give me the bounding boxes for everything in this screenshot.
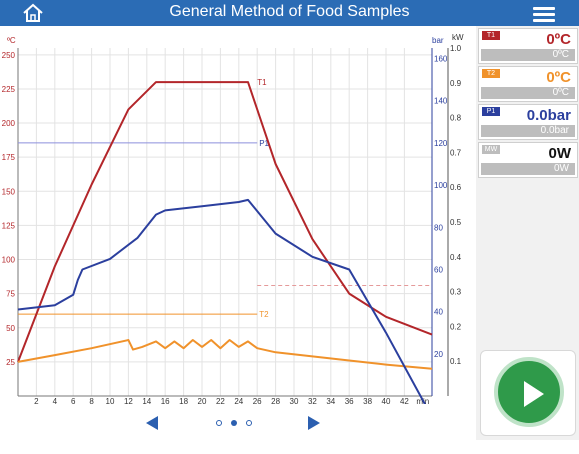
play-panel bbox=[480, 350, 576, 436]
sensor-card-t2: T2 0ºC 0ºC bbox=[478, 66, 578, 102]
y-tick-label-kw: 0.1 bbox=[450, 357, 462, 366]
y-tick-label-bar: 80 bbox=[434, 223, 443, 232]
reference-line-label: P1 bbox=[259, 139, 269, 148]
y-tick-label-left: 225 bbox=[2, 85, 16, 94]
sensor-tag: P1 bbox=[482, 107, 500, 116]
x-tick-label: 30 bbox=[290, 397, 299, 404]
x-tick-label: 24 bbox=[234, 397, 243, 404]
x-tick-label: 26 bbox=[253, 397, 262, 404]
sensor-value: 0ºC bbox=[546, 31, 571, 48]
page-dot-2[interactable] bbox=[231, 420, 237, 426]
x-tick-label: 18 bbox=[179, 397, 188, 404]
x-tick-label: 14 bbox=[142, 397, 151, 404]
x-tick-label: 16 bbox=[161, 397, 170, 404]
x-tick-label: 2 bbox=[34, 397, 39, 404]
sensor-value: 0.0bar bbox=[526, 107, 571, 124]
x-tick-label: 34 bbox=[326, 397, 335, 404]
header-bar: General Method of Food Samples bbox=[0, 0, 579, 26]
page-dot-3[interactable] bbox=[246, 420, 252, 426]
y-axis-label-kw: kW bbox=[452, 33, 464, 42]
series-label-t1: T1 bbox=[257, 78, 267, 87]
sensor-card-mw: MW 0W 0W bbox=[478, 142, 578, 178]
play-button[interactable] bbox=[494, 357, 564, 427]
menu-icon[interactable] bbox=[533, 4, 555, 22]
temperature-pressure-chart: 255075100125150175200225250ºC20406080100… bbox=[2, 33, 464, 404]
y-tick-label-kw: 0.2 bbox=[450, 322, 462, 331]
x-tick-label: 32 bbox=[308, 397, 317, 404]
sensor-subvalue: 0.0bar bbox=[481, 125, 575, 137]
x-tick-label: 36 bbox=[345, 397, 354, 404]
y-tick-label-kw: 0.4 bbox=[450, 253, 462, 262]
sensor-subvalue: 0ºC bbox=[481, 87, 575, 99]
y-tick-label-left: 200 bbox=[2, 119, 16, 128]
x-tick-label: 20 bbox=[198, 397, 207, 404]
y-tick-label-bar: 60 bbox=[434, 265, 443, 274]
y-tick-label-bar: 160 bbox=[434, 55, 448, 64]
series-line-t2 bbox=[17, 339, 433, 370]
play-icon bbox=[524, 381, 544, 407]
x-tick-label: 6 bbox=[71, 397, 76, 404]
y-tick-label-left: 250 bbox=[2, 51, 16, 60]
sensor-tag: MW bbox=[482, 145, 500, 154]
y-tick-label-left: 125 bbox=[2, 221, 16, 230]
sensor-value: 0W bbox=[548, 145, 572, 162]
x-tick-label: 22 bbox=[216, 397, 225, 404]
y-tick-label-bar: 100 bbox=[434, 181, 448, 190]
sensor-subvalue: 0ºC bbox=[481, 49, 575, 61]
y-tick-label-kw: 0.7 bbox=[450, 148, 462, 157]
series-line-t1 bbox=[17, 81, 433, 363]
x-tick-label: 40 bbox=[382, 397, 391, 404]
y-tick-label-left: 25 bbox=[6, 358, 15, 367]
previous-page-arrow-icon[interactable] bbox=[146, 416, 158, 430]
y-tick-label-kw: 0.3 bbox=[450, 288, 462, 297]
y-tick-label-kw: 0.6 bbox=[450, 183, 462, 192]
reference-line-label: T2 bbox=[259, 310, 269, 319]
sensor-card-t1: T1 0ºC 0ºC bbox=[478, 28, 578, 64]
y-tick-label-left: 50 bbox=[6, 324, 15, 333]
y-tick-label-kw: 0.9 bbox=[450, 79, 462, 88]
y-tick-label-left: 150 bbox=[2, 187, 16, 196]
y-tick-label-left: 100 bbox=[2, 256, 16, 265]
page-title: General Method of Food Samples bbox=[169, 3, 410, 20]
y-tick-label-bar: 120 bbox=[434, 139, 448, 148]
x-tick-label: 28 bbox=[271, 397, 280, 404]
y-axis-label-bar: bar bbox=[432, 36, 444, 45]
sensor-tag: T1 bbox=[482, 31, 500, 40]
y-axis-label-left: ºC bbox=[7, 36, 16, 45]
x-tick-label: 38 bbox=[363, 397, 372, 404]
y-tick-label-kw: 0.8 bbox=[450, 114, 462, 123]
y-tick-label-bar: 20 bbox=[434, 350, 443, 359]
y-tick-label-bar: 40 bbox=[434, 308, 443, 317]
y-tick-label-left: 175 bbox=[2, 153, 16, 162]
x-tick-label: 10 bbox=[106, 397, 115, 404]
next-page-arrow-icon[interactable] bbox=[308, 416, 320, 430]
sensor-tag: T2 bbox=[482, 69, 500, 78]
x-tick-label: 12 bbox=[124, 397, 133, 404]
x-tick-label: 42 bbox=[400, 397, 409, 404]
sensor-value: 0ºC bbox=[546, 69, 571, 86]
y-tick-label-left: 75 bbox=[6, 290, 15, 299]
sensor-card-p1: P1 0.0bar 0.0bar bbox=[478, 104, 578, 140]
series-line-p1 bbox=[17, 198, 426, 404]
sensor-subvalue: 0W bbox=[481, 163, 575, 175]
y-tick-label-bar: 140 bbox=[434, 97, 448, 106]
x-tick-label: 8 bbox=[89, 397, 94, 404]
x-tick-label: 4 bbox=[53, 397, 58, 404]
page-navigation bbox=[0, 410, 472, 434]
page-dot-1[interactable] bbox=[216, 420, 222, 426]
y-tick-label-kw: 0.5 bbox=[450, 218, 462, 227]
y-tick-label-kw: 1.0 bbox=[450, 44, 462, 53]
sensor-panel: T1 0ºC 0ºC T2 0ºC 0ºC P1 0.0bar 0.0bar M… bbox=[476, 26, 579, 440]
home-icon[interactable] bbox=[22, 3, 44, 23]
